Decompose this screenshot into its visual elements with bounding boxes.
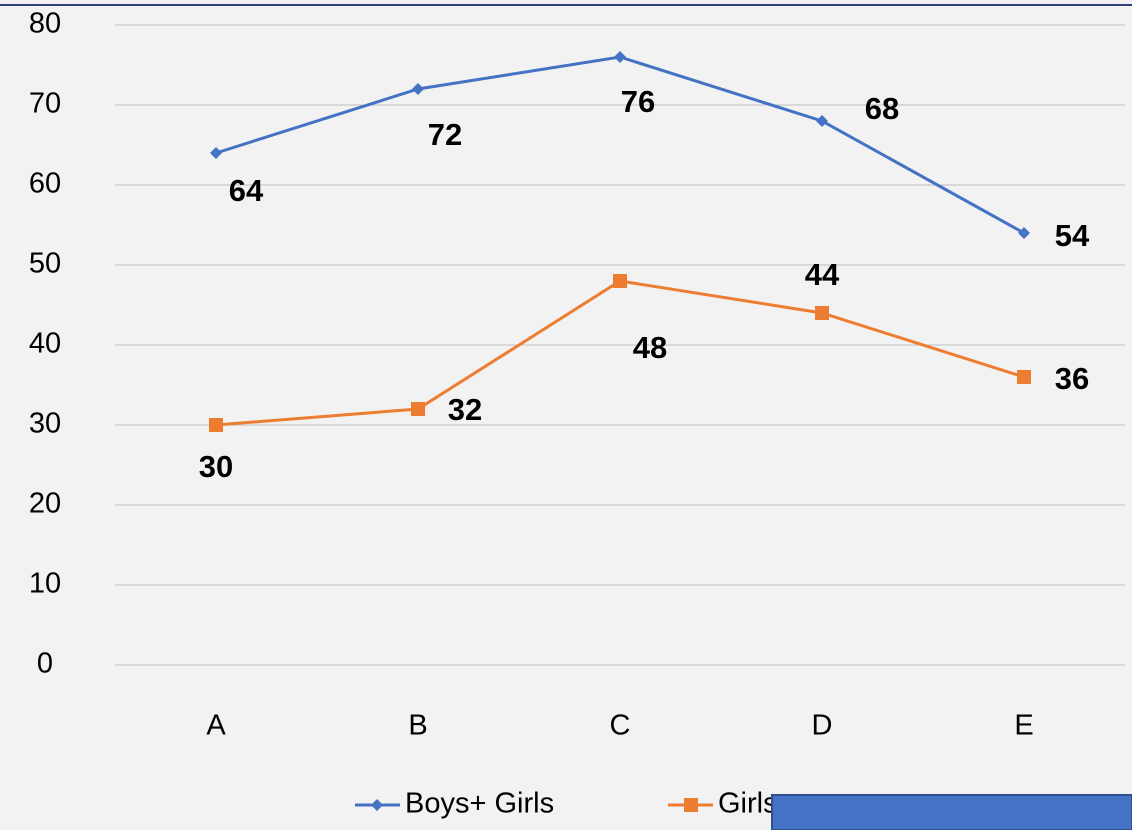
point-marker [613,274,627,288]
point-marker [412,83,424,95]
data-label: 44 [805,257,840,292]
point-marker [1018,227,1030,239]
y-tick-label: 50 [29,248,61,280]
data-label: 76 [621,84,655,119]
legend-marker [684,798,698,812]
y-tick-label: 70 [29,88,61,120]
overlay-panel [771,794,1132,830]
x-tick-label: E [1014,710,1033,742]
data-label: 64 [229,173,264,208]
x-tick-label: A [206,710,226,742]
point-marker [411,402,425,416]
data-label: 72 [428,117,462,152]
data-label: 54 [1055,218,1090,253]
point-marker [816,115,828,127]
y-tick-label: 60 [29,168,61,200]
data-label: 30 [199,449,233,484]
legend-label: Girls [718,788,778,820]
y-tick-label: 40 [29,328,61,360]
legend-marker [371,799,383,811]
data-label: 32 [448,392,482,427]
x-tick-label: B [408,710,427,742]
y-tick-label: 30 [29,408,61,440]
point-marker [815,306,829,320]
plot: 0 10 20 30 40 50 60 70 80 A B C D E 64 72 76 68 54 30 32 48 44… [29,8,1125,820]
point-marker [1017,370,1031,384]
point-marker [210,147,222,159]
x-tick-label: C [610,710,631,742]
y-tick-label: 80 [29,8,61,40]
y-tick-label: 10 [29,568,61,600]
data-label: 68 [865,91,899,126]
point-marker [614,51,626,63]
point-marker [209,418,223,432]
x-tick-label: D [812,710,833,742]
y-tick-label: 20 [29,488,61,520]
y-tick-label: 0 [37,648,53,680]
legend-label: Boys+ Girls [405,788,554,820]
data-label: 48 [633,330,667,365]
data-label: 36 [1055,361,1089,396]
